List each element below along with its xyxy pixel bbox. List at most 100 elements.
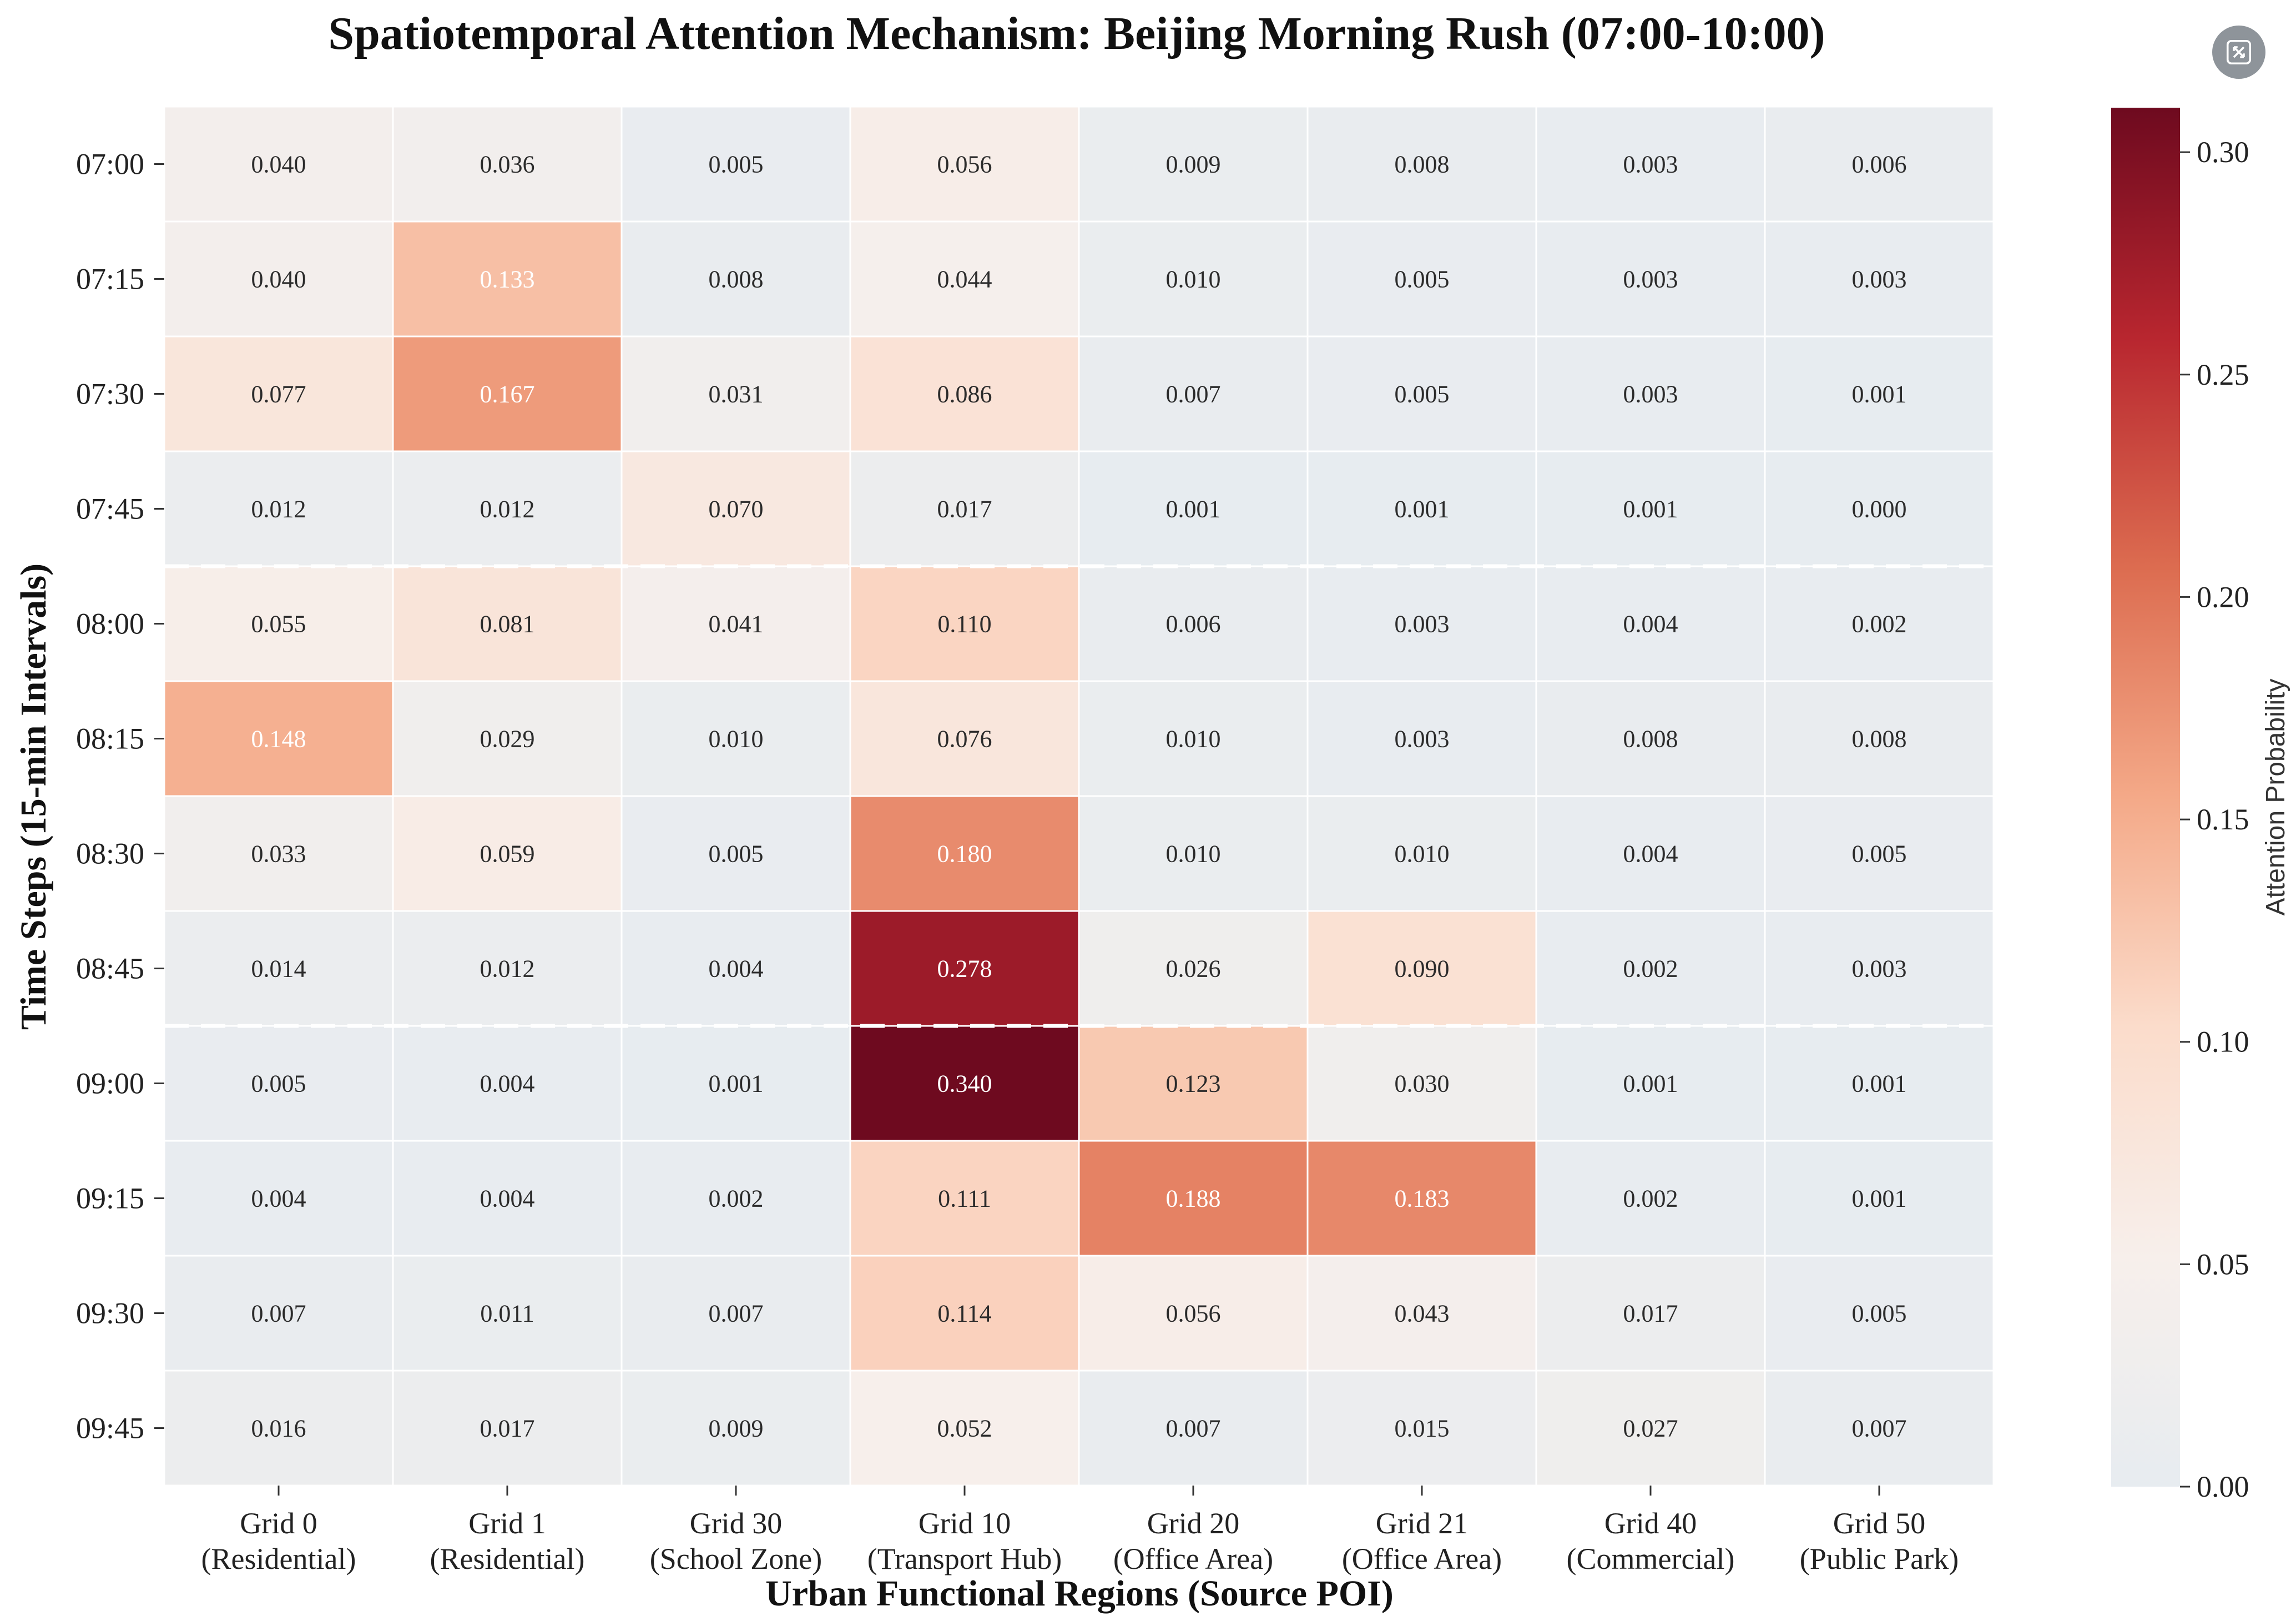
y-tick-label: 09:15	[76, 1182, 144, 1215]
cell-value-label: 0.014	[251, 955, 306, 983]
heatmap-cell	[1306, 335, 1537, 452]
cell-value-label: 0.007	[1852, 1415, 1907, 1442]
x-tick-label-name: Grid 40	[1604, 1507, 1697, 1540]
cell-value-label: 0.005	[709, 151, 764, 178]
colorbar	[2111, 108, 2180, 1487]
heatmap-cells	[163, 105, 1995, 1487]
cell-value-label: 0.056	[1166, 1300, 1221, 1327]
cell-value-label: 0.010	[1166, 266, 1221, 293]
cell-value-label: 0.090	[1395, 955, 1450, 983]
cell-value-label: 0.006	[1166, 611, 1221, 638]
cell-value-label: 0.005	[709, 840, 764, 868]
heatmap-cell	[1306, 220, 1537, 338]
cell-value-label: 0.026	[1166, 955, 1221, 983]
cell-value-label: 0.004	[480, 1070, 535, 1098]
cell-value-label: 0.076	[937, 726, 992, 753]
heatmap-cell	[1306, 1370, 1537, 1487]
expand-icon	[2226, 39, 2252, 65]
heatmap-cell	[849, 335, 1080, 452]
heatmap-cell	[1078, 1140, 1309, 1257]
heatmap-cell	[620, 1140, 851, 1257]
heatmap-cell	[392, 220, 623, 338]
cell-value-label: 0.188	[1166, 1185, 1221, 1212]
heatmap-cell	[392, 1140, 623, 1257]
heatmap-cell	[392, 335, 623, 452]
x-tick-label-type: (Residential)	[201, 1542, 356, 1575]
cell-value-label: 0.007	[251, 1300, 306, 1327]
cell-value-label: 0.017	[1623, 1300, 1678, 1327]
cell-value-label: 0.012	[251, 496, 306, 523]
heatmap-cell	[849, 105, 1080, 223]
cell-value-label: 0.004	[251, 1185, 306, 1212]
cell-value-label: 0.009	[1166, 151, 1221, 178]
heatmap-cell	[1764, 1025, 1995, 1142]
cell-value-label: 0.004	[1623, 611, 1678, 638]
colorbar-tick-label: 0.20	[2197, 580, 2249, 613]
cell-value-label: 0.017	[480, 1415, 535, 1442]
heatmap-cell	[849, 1140, 1080, 1257]
y-tick-label: 09:30	[76, 1297, 144, 1330]
cell-value-label: 0.000	[1852, 496, 1907, 523]
cell-value-label: 0.003	[1395, 726, 1450, 753]
x-tick-label-name: Grid 0	[240, 1507, 317, 1540]
heatmap-cell	[620, 450, 851, 567]
heatmap-cell	[1306, 795, 1537, 912]
heatmap-cell	[1078, 910, 1309, 1027]
heatmap-cell	[1764, 1255, 1995, 1372]
y-tick-label: 07:30	[76, 377, 144, 411]
heatmap-cell	[1078, 1255, 1309, 1372]
heatmap-cell	[620, 1025, 851, 1142]
heatmap-cell	[1306, 680, 1537, 797]
cell-value-label: 0.012	[480, 955, 535, 983]
heatmap-cell	[620, 105, 851, 223]
expand-button[interactable]	[2212, 26, 2265, 79]
heatmap-cell	[1535, 680, 1766, 797]
heatmap-cell	[620, 1255, 851, 1372]
cell-value-label: 0.004	[709, 955, 764, 983]
cell-value-label: 0.340	[937, 1070, 992, 1098]
cell-value-label: 0.011	[480, 1300, 534, 1327]
heatmap-cell	[163, 795, 394, 912]
heatmap-cell	[1764, 335, 1995, 452]
cell-value-label: 0.008	[1852, 726, 1907, 753]
x-tick-label-type: (Transport Hub)	[867, 1542, 1062, 1575]
heatmap-cell	[1764, 565, 1995, 682]
heatmap-cell	[1306, 1025, 1537, 1142]
cell-value-label: 0.007	[1166, 381, 1221, 408]
cell-value-label: 0.002	[709, 1185, 764, 1212]
cell-value-label: 0.003	[1852, 955, 1907, 983]
heatmap-cell	[1535, 335, 1766, 452]
cell-value-label: 0.009	[709, 1415, 764, 1442]
cell-value-label: 0.033	[251, 840, 306, 868]
cell-value-label: 0.010	[1166, 726, 1221, 753]
x-tick-label-name: Grid 50	[1833, 1507, 1925, 1540]
cell-value-label: 0.015	[1395, 1415, 1450, 1442]
cell-value-label: 0.017	[937, 496, 992, 523]
cell-value-label: 0.003	[1395, 611, 1450, 638]
x-tick-label-type: (Commercial)	[1567, 1542, 1735, 1575]
heatmap-cell	[849, 1255, 1080, 1372]
cell-value-label: 0.001	[1395, 496, 1450, 523]
cell-value-label: 0.167	[480, 381, 535, 408]
heatmap-cell	[1078, 450, 1309, 567]
cell-value-label: 0.012	[480, 496, 535, 523]
cell-value-label: 0.278	[937, 955, 992, 983]
cell-value-label: 0.001	[1166, 496, 1221, 523]
heatmap-cell	[1535, 220, 1766, 338]
x-tick-label-type: (Residential)	[430, 1542, 585, 1575]
heatmap-cell	[849, 1370, 1080, 1487]
y-tick-label: 07:45	[76, 492, 144, 526]
cell-value-label: 0.111	[938, 1185, 991, 1212]
cell-value-label: 0.027	[1623, 1415, 1678, 1442]
cell-value-label: 0.001	[1623, 496, 1678, 523]
y-tick-label: 07:15	[76, 263, 144, 296]
y-tick-label: 09:00	[76, 1067, 144, 1100]
heatmap-cell	[1764, 1370, 1995, 1487]
time-separators	[164, 564, 1994, 1028]
cell-value-label: 0.001	[1852, 1070, 1907, 1098]
y-tick-label: 09:45	[76, 1412, 144, 1445]
heatmap-cell	[620, 910, 851, 1027]
cell-value-label: 0.029	[480, 726, 535, 753]
heatmap-cell	[1078, 335, 1309, 452]
